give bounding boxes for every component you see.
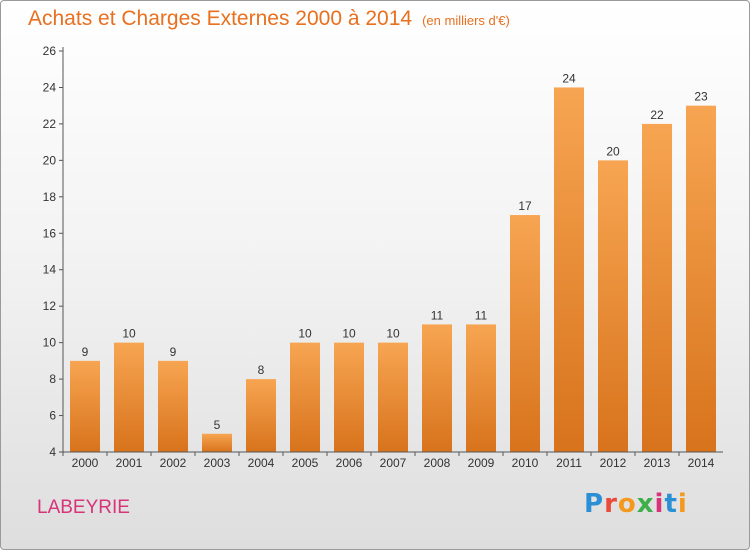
x-tick-label: 2006	[336, 456, 363, 470]
x-tick-label: 2008	[424, 456, 451, 470]
y-tick-label: 4	[49, 445, 56, 459]
logo-letter: i	[654, 489, 665, 519]
x-tick-label: 2002	[160, 456, 187, 470]
bar	[466, 324, 496, 452]
commune-name: LABEYRIE	[37, 497, 130, 518]
chart-title: Achats et Charges Externes 2000 à 2014 (e…	[28, 7, 510, 31]
x-tick-label: 2001	[116, 456, 143, 470]
bar	[246, 379, 276, 452]
data-label: 11	[431, 308, 444, 322]
chart-unit: (en milliers d'€)	[422, 13, 510, 28]
data-label: 9	[170, 345, 177, 359]
bar	[510, 215, 540, 452]
y-tick-label: 8	[49, 372, 56, 386]
chart-title-text: Achats et Charges Externes 2000 à 2014	[28, 7, 413, 30]
x-tick-label: 2014	[688, 456, 715, 470]
y-tick-label: 24	[43, 80, 57, 94]
data-label: 10	[298, 327, 312, 341]
data-label: 8	[258, 363, 265, 377]
x-tick-label: 2007	[380, 456, 407, 470]
y-tick-label: 14	[43, 263, 57, 277]
y-tick-label: 26	[43, 44, 57, 58]
proxiti-logo[interactable]: Proxiti	[584, 489, 688, 519]
data-label: 17	[518, 199, 532, 213]
logo-letter: o	[617, 489, 637, 519]
y-tick-label: 16	[43, 226, 57, 240]
x-tick-label: 2013	[644, 456, 671, 470]
data-label: 20	[606, 144, 620, 158]
x-tick-label: 2012	[600, 456, 627, 470]
data-label: 11	[475, 308, 488, 322]
y-tick-label: 10	[43, 336, 57, 350]
data-label: 10	[122, 327, 136, 341]
bar	[642, 123, 672, 452]
x-tick-label: 2010	[512, 456, 539, 470]
bar	[334, 342, 364, 452]
y-tick-label: 20	[43, 153, 57, 167]
logo-letter: r	[604, 489, 618, 519]
data-label: 10	[386, 327, 400, 341]
x-tick-label: 2003	[204, 456, 231, 470]
x-tick-label: 2004	[248, 456, 275, 470]
bar	[378, 342, 408, 452]
data-label: 22	[650, 108, 664, 122]
data-label: 23	[694, 90, 708, 104]
x-tick-label: 2009	[468, 456, 495, 470]
data-label: 24	[562, 71, 576, 85]
bars-group: 9 10 9 5 8 10 10 10 11 11 17 24 20 22 23	[70, 71, 716, 453]
data-label: 10	[342, 327, 356, 341]
bar	[554, 87, 584, 453]
bar	[70, 360, 100, 452]
logo-letter: P	[584, 489, 605, 519]
bar	[290, 342, 320, 452]
bar	[686, 105, 716, 452]
logo-letter: x	[636, 489, 655, 519]
bar	[202, 433, 232, 452]
x-tick-label: 2011	[556, 456, 582, 470]
bar	[598, 160, 628, 452]
x-tick-label: 2000	[72, 456, 99, 470]
logo-letter: i	[677, 489, 688, 519]
data-label: 5	[214, 418, 221, 432]
y-tick-label: 22	[43, 117, 57, 131]
data-label: 9	[82, 345, 89, 359]
bar	[158, 360, 188, 452]
axes-group: 2000 2001 2002 2003 2004 2005 2006 2007 2008 2009…	[43, 44, 723, 470]
x-tick-label: 2005	[292, 456, 319, 470]
bar	[114, 342, 144, 452]
logo-letter: t	[664, 489, 678, 519]
y-tick-label: 6	[49, 409, 56, 423]
bar	[422, 324, 452, 452]
y-tick-label: 12	[43, 299, 57, 313]
y-tick-label: 18	[43, 190, 57, 204]
